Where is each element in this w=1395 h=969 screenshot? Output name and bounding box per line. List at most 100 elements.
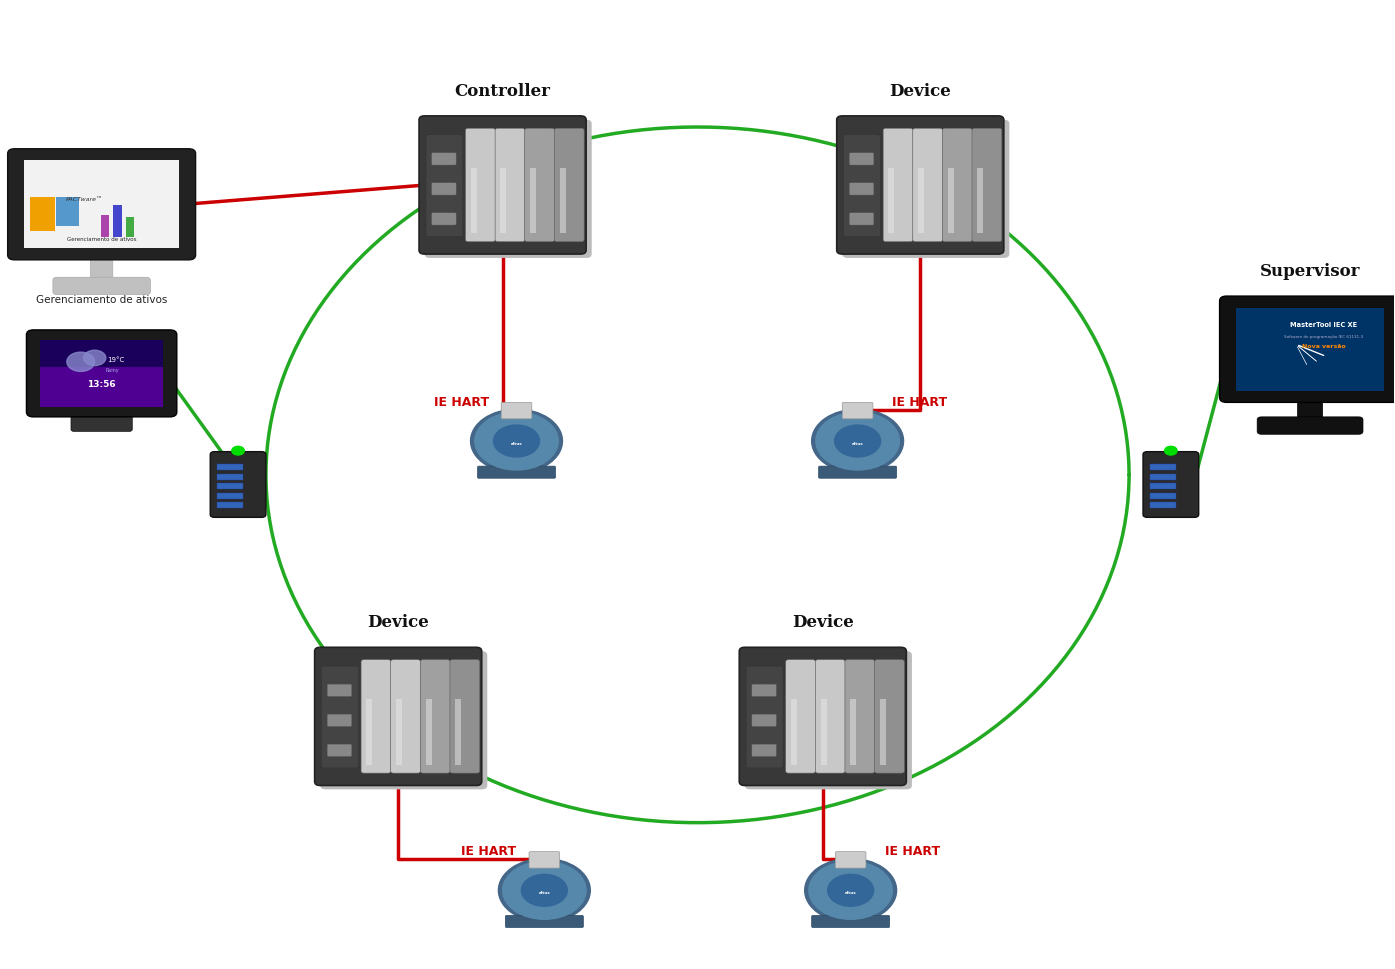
Text: altus: altus — [538, 891, 550, 895]
FancyBboxPatch shape — [24, 160, 179, 248]
FancyBboxPatch shape — [843, 120, 1010, 258]
Text: altus: altus — [845, 891, 857, 895]
FancyBboxPatch shape — [1236, 308, 1384, 391]
Text: Rainy: Rainy — [106, 368, 120, 373]
FancyBboxPatch shape — [918, 168, 923, 234]
Text: 13:56: 13:56 — [88, 381, 116, 390]
Circle shape — [827, 874, 873, 906]
Circle shape — [474, 412, 558, 470]
FancyBboxPatch shape — [451, 660, 480, 773]
FancyBboxPatch shape — [322, 667, 359, 767]
FancyBboxPatch shape — [7, 148, 195, 260]
FancyBboxPatch shape — [477, 466, 555, 479]
FancyBboxPatch shape — [218, 464, 243, 470]
Text: Software de programação IEC 61131-3: Software de programação IEC 61131-3 — [1285, 334, 1364, 339]
FancyBboxPatch shape — [431, 213, 456, 225]
FancyBboxPatch shape — [529, 852, 559, 868]
FancyBboxPatch shape — [850, 183, 873, 195]
FancyBboxPatch shape — [1219, 297, 1395, 402]
Text: Device: Device — [792, 614, 854, 632]
FancyBboxPatch shape — [820, 700, 827, 765]
Text: altus: altus — [511, 442, 522, 446]
Circle shape — [522, 874, 568, 906]
FancyBboxPatch shape — [501, 168, 506, 234]
FancyBboxPatch shape — [836, 852, 866, 868]
FancyBboxPatch shape — [113, 204, 121, 236]
FancyBboxPatch shape — [418, 116, 586, 254]
FancyBboxPatch shape — [53, 277, 151, 295]
FancyBboxPatch shape — [501, 402, 531, 419]
FancyBboxPatch shape — [361, 660, 391, 773]
Circle shape — [1165, 447, 1177, 455]
FancyBboxPatch shape — [889, 168, 894, 234]
FancyBboxPatch shape — [530, 168, 536, 234]
FancyBboxPatch shape — [739, 647, 907, 786]
Circle shape — [494, 425, 540, 457]
FancyBboxPatch shape — [91, 254, 113, 285]
FancyBboxPatch shape — [470, 168, 477, 234]
FancyBboxPatch shape — [211, 452, 266, 517]
FancyBboxPatch shape — [912, 128, 943, 241]
FancyBboxPatch shape — [218, 503, 243, 509]
Text: altus: altus — [852, 442, 864, 446]
FancyBboxPatch shape — [850, 153, 873, 165]
FancyBboxPatch shape — [396, 700, 402, 765]
FancyBboxPatch shape — [947, 168, 954, 234]
FancyBboxPatch shape — [495, 128, 525, 241]
FancyBboxPatch shape — [218, 493, 243, 499]
FancyBboxPatch shape — [424, 120, 591, 258]
Text: MasterTool IEC XE: MasterTool IEC XE — [1290, 322, 1357, 328]
FancyBboxPatch shape — [943, 128, 972, 241]
Text: IE HART: IE HART — [434, 396, 488, 409]
Circle shape — [809, 861, 893, 920]
FancyBboxPatch shape — [815, 660, 845, 773]
FancyBboxPatch shape — [321, 651, 487, 790]
FancyBboxPatch shape — [218, 474, 243, 480]
FancyBboxPatch shape — [1149, 493, 1176, 499]
FancyBboxPatch shape — [56, 197, 78, 226]
FancyBboxPatch shape — [843, 402, 873, 419]
FancyBboxPatch shape — [71, 410, 133, 431]
Text: 19°C: 19°C — [107, 357, 124, 362]
FancyBboxPatch shape — [850, 700, 857, 765]
FancyBboxPatch shape — [431, 153, 456, 165]
FancyBboxPatch shape — [328, 744, 352, 757]
Circle shape — [812, 409, 904, 473]
Circle shape — [67, 352, 95, 371]
Text: IE HART: IE HART — [893, 396, 947, 409]
FancyBboxPatch shape — [367, 700, 372, 765]
FancyBboxPatch shape — [752, 684, 777, 697]
FancyBboxPatch shape — [425, 135, 463, 236]
FancyBboxPatch shape — [812, 916, 890, 927]
FancyBboxPatch shape — [328, 684, 352, 697]
Text: Device: Device — [890, 83, 951, 100]
Circle shape — [498, 859, 590, 922]
FancyBboxPatch shape — [745, 651, 912, 790]
FancyBboxPatch shape — [431, 183, 456, 195]
FancyBboxPatch shape — [1143, 452, 1198, 517]
FancyBboxPatch shape — [978, 168, 983, 234]
FancyBboxPatch shape — [837, 116, 1004, 254]
Circle shape — [834, 425, 880, 457]
FancyBboxPatch shape — [525, 128, 554, 241]
FancyBboxPatch shape — [40, 366, 163, 407]
Text: Supervisor: Supervisor — [1260, 263, 1360, 280]
FancyBboxPatch shape — [559, 168, 565, 234]
FancyBboxPatch shape — [883, 128, 912, 241]
FancyBboxPatch shape — [1149, 464, 1176, 470]
FancyBboxPatch shape — [218, 484, 243, 489]
FancyBboxPatch shape — [785, 660, 816, 773]
FancyBboxPatch shape — [752, 744, 777, 757]
Text: Gerenciamento de ativos: Gerenciamento de ativos — [36, 296, 167, 305]
FancyBboxPatch shape — [466, 128, 495, 241]
FancyBboxPatch shape — [972, 128, 1002, 241]
Circle shape — [84, 350, 106, 365]
FancyBboxPatch shape — [100, 215, 109, 236]
FancyBboxPatch shape — [455, 700, 462, 765]
Text: Controller: Controller — [455, 83, 551, 100]
FancyBboxPatch shape — [875, 660, 904, 773]
Text: IE HART: IE HART — [886, 845, 940, 859]
FancyBboxPatch shape — [844, 135, 880, 236]
FancyBboxPatch shape — [791, 700, 797, 765]
FancyBboxPatch shape — [819, 466, 897, 479]
